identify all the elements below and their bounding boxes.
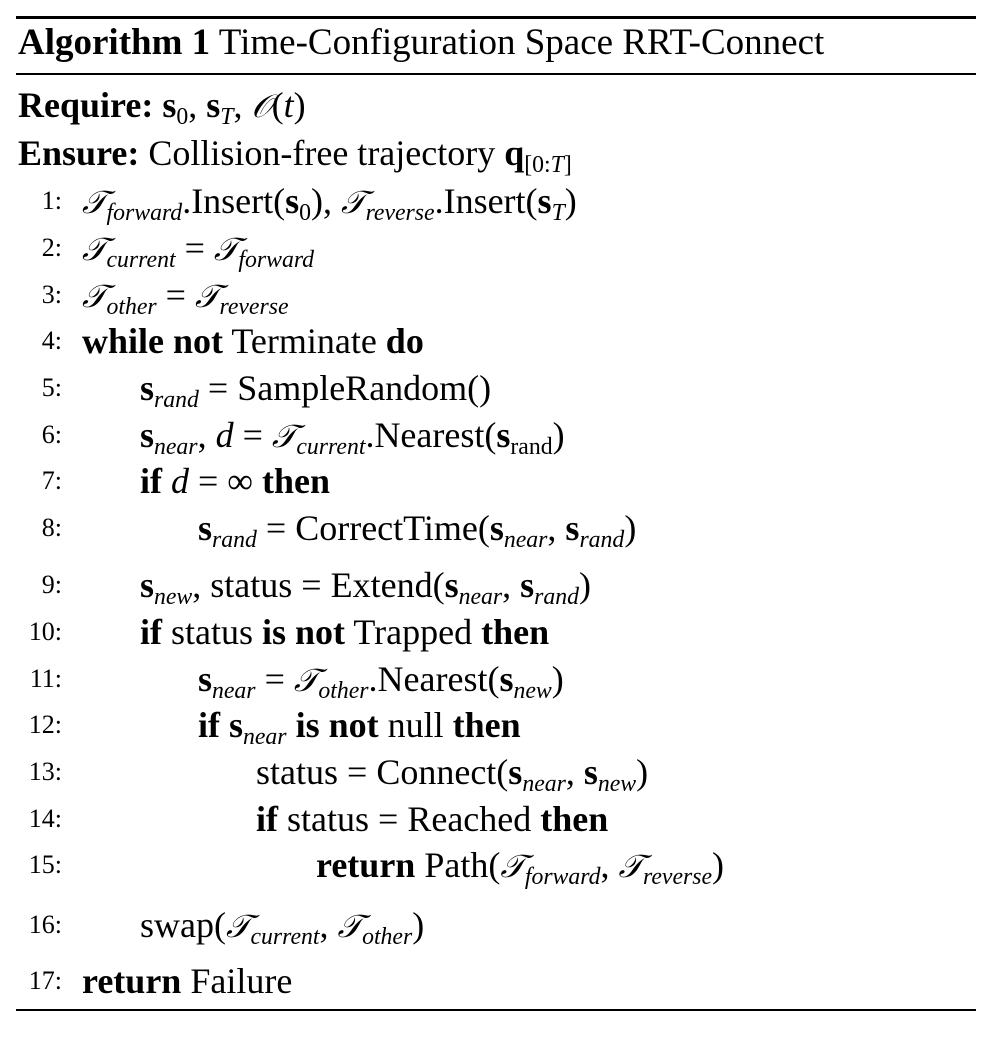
line-number: 2: [41, 233, 62, 262]
require-args: s0, sT, 𝒪(t) [162, 85, 306, 131]
line-number: 3: [41, 280, 62, 309]
line-number: 13: [28, 757, 62, 786]
line-code: srand = CorrectTime(snear, srand) [198, 508, 637, 554]
algorithm-line-13: 13: status = Connect(snear, snew) [16, 749, 976, 798]
algorithm-line-1: 1: 𝒯forward.Insert(s0), 𝒯reverse.Insert(… [16, 178, 976, 227]
line-code: 𝒯forward.Insert(s0), 𝒯reverse.Insert(sT) [82, 181, 577, 227]
caption-rule [16, 73, 976, 75]
require-keyword: Require: [18, 85, 154, 125]
algorithm-line-17: 17: return Failure [16, 958, 976, 1004]
line-number: 4: [41, 326, 62, 355]
bottom-rule [16, 1009, 976, 1011]
line-number: 7: [41, 466, 62, 495]
line-code: 𝒯current = 𝒯forward [82, 228, 315, 274]
line-number: 11: [29, 664, 62, 693]
line-code: return Path(𝒯forward, 𝒯reverse) [316, 845, 725, 891]
algorithm-line-12: 12: if snear is not null then [16, 702, 976, 751]
line-code: srand = SampleRandom() [140, 368, 492, 414]
top-rule [16, 16, 976, 19]
line-number: 8: [41, 513, 62, 542]
line-number: 5: [41, 373, 62, 402]
algorithm-line-5: 5: srand = SampleRandom() [16, 365, 976, 414]
algorithm-line-10: 10: if status is not Trapped then [16, 609, 976, 655]
line-code: return Failure [82, 961, 293, 1001]
line-number: 10: [28, 617, 62, 646]
ensure-keyword: Ensure: [18, 133, 140, 173]
algorithm-line-9: 9: snew, status = Extend(snear, srand) [16, 562, 976, 611]
line-code: if snear is not null then [198, 705, 521, 751]
line-number: 14: [28, 804, 62, 833]
line-code: snear, d = 𝒯current.Nearest(srand) [140, 415, 565, 461]
line-code: 𝒯other = 𝒯reverse [82, 275, 289, 321]
algorithm-label: Algorithm 1 [18, 22, 211, 63]
algorithm-line-14: 14: if status = Reached then [16, 796, 976, 842]
algorithm-line-16: 16: swap(𝒯current, 𝒯other) [16, 902, 976, 951]
algorithm-line-15: 15: return Path(𝒯forward, 𝒯reverse) [16, 842, 976, 891]
algorithm-block: Algorithm 1 Time-Configuration Space RRT… [16, 16, 976, 1011]
algorithm-caption: Algorithm 1 Time-Configuration Space RRT… [16, 19, 976, 67]
line-number: 9: [41, 570, 62, 599]
line-number: 15: [28, 850, 62, 879]
algorithm-line-3: 3: 𝒯other = 𝒯reverse [16, 272, 976, 321]
algorithm-line-7: 7: if d = ∞ then [16, 458, 976, 504]
algorithm-line-8: 8: srand = CorrectTime(snear, srand) [16, 505, 976, 554]
line-code: if status is not Trapped then [140, 612, 550, 652]
ensure-text: Collision-free trajectory [148, 133, 496, 173]
algorithm-line-2: 2: 𝒯current = 𝒯forward [16, 225, 976, 274]
algorithm-line-6: 6: snear, d = 𝒯current.Nearest(srand) [16, 412, 976, 461]
ensure-line: Ensure: Collision-free trajectory q[0:T] [18, 133, 572, 179]
algorithm-line-11: 11: snear = 𝒯other.Nearest(snew) [16, 656, 976, 705]
line-number: 17: [28, 966, 62, 995]
algorithm-title: Time-Configuration Space RRT-Connect [218, 22, 825, 63]
line-code: if status = Reached then [256, 799, 609, 839]
line-number: 6: [41, 420, 62, 449]
line-number: 16: [28, 910, 62, 939]
line-code: if d = ∞ then [140, 461, 330, 501]
line-code: snew, status = Extend(snear, srand) [140, 565, 592, 611]
line-code: while not Terminate do [82, 321, 424, 361]
line-number: 1: [41, 186, 62, 215]
line-code: status = Connect(snear, snew) [256, 752, 649, 798]
line-code: swap(𝒯current, 𝒯other) [140, 905, 425, 951]
require-line: Require: s0, sT, 𝒪(t) [18, 84, 306, 131]
line-number: 12: [28, 710, 62, 739]
algorithm-line-4: 4: while not Terminate do [16, 318, 976, 364]
line-code: snear = 𝒯other.Nearest(snew) [198, 659, 564, 705]
